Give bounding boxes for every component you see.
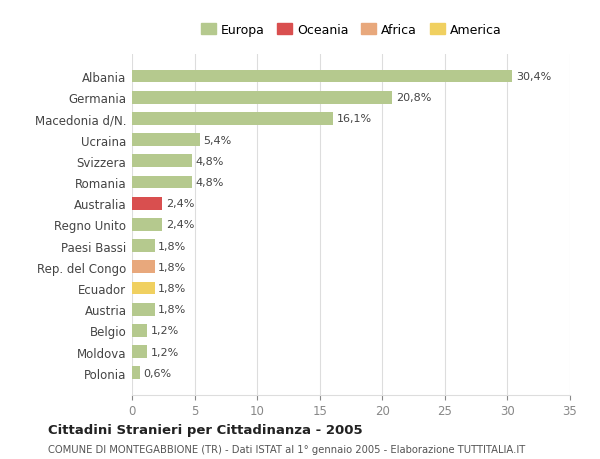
Text: Cittadini Stranieri per Cittadinanza - 2005: Cittadini Stranieri per Cittadinanza - 2… [48,423,362,436]
Text: COMUNE DI MONTEGABBIONE (TR) - Dati ISTAT al 1° gennaio 2005 - Elaborazione TUTT: COMUNE DI MONTEGABBIONE (TR) - Dati ISTA… [48,444,525,454]
Text: 1,8%: 1,8% [158,304,187,314]
Text: 4,8%: 4,8% [196,157,224,167]
Text: 1,2%: 1,2% [151,347,179,357]
Text: 2,4%: 2,4% [166,220,194,230]
Text: 2,4%: 2,4% [166,199,194,209]
Text: 20,8%: 20,8% [396,93,431,103]
Text: 16,1%: 16,1% [337,114,373,124]
Bar [132,134,200,147]
Bar [132,282,155,295]
Bar [132,367,140,379]
Text: 1,8%: 1,8% [158,262,187,272]
Text: 1,8%: 1,8% [158,241,187,251]
Bar [132,346,147,358]
Bar [132,197,162,210]
Bar [132,325,147,337]
Bar [132,218,162,231]
Legend: Europa, Oceania, Africa, America: Europa, Oceania, Africa, America [201,24,501,37]
Text: 0,6%: 0,6% [143,368,172,378]
Text: 1,2%: 1,2% [151,326,179,336]
Text: 4,8%: 4,8% [196,178,224,188]
Text: 1,8%: 1,8% [158,283,187,293]
Bar [132,113,334,125]
Bar [132,92,392,104]
Bar [132,71,512,83]
Text: 30,4%: 30,4% [516,72,551,82]
Bar [132,261,155,274]
Text: 5,4%: 5,4% [203,135,232,146]
Bar [132,176,192,189]
Bar [132,303,155,316]
Bar [132,240,155,252]
Bar [132,155,192,168]
